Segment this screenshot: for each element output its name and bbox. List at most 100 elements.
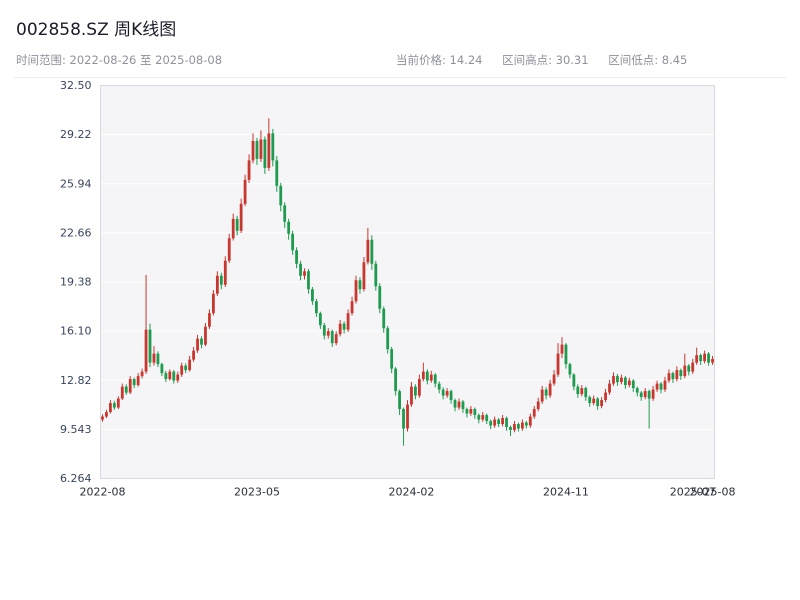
candle-body [235,218,239,231]
candle-body [433,374,437,384]
candle-body [671,373,675,380]
candle-body [497,419,501,425]
candle-body [188,359,192,371]
page-title: 002858.SZ 周K线图 [16,20,177,40]
candle-body [307,271,310,290]
candle-body [616,376,619,383]
candle-body [156,353,160,365]
candle-body [548,383,552,396]
candle-body [144,329,148,372]
candle-body [382,308,386,329]
candle-body [322,325,326,336]
price-stats: 当前价格: 14.24 区间高点: 30.31 区间低点: 8.45 [396,52,703,68]
candle-body [568,364,572,375]
y-tick-label: 9.543 [60,423,92,436]
candle-body [314,301,318,314]
candle-body [370,239,374,264]
candle-body [695,355,699,363]
candle-body [489,421,493,426]
x-tick-label: 2023-05 [234,486,280,499]
candle-body [524,422,528,426]
candle-body [287,221,291,234]
candle-body [105,412,108,417]
candle-body [255,140,259,159]
candle-body [330,331,334,344]
candle-body [691,362,695,372]
candle-body [437,383,441,390]
candle-body [223,260,227,285]
y-tick-label: 29.22 [60,128,92,141]
candle-body [326,331,330,336]
candle-body [528,416,532,426]
candle-body [564,344,568,365]
candle-body [445,391,449,396]
candle-body [501,418,504,425]
candle-body [465,409,469,414]
candle-body [655,383,659,390]
candle-body [109,403,112,413]
candle-body [461,401,465,410]
candle-body [406,404,409,429]
candle-body [243,179,247,204]
y-tick-label: 12.82 [60,374,92,387]
candle-body [378,286,382,309]
candle-body [643,391,647,398]
candle-body [398,391,401,410]
candle-body [429,374,433,381]
candle-body [116,398,120,408]
candle-body [239,203,243,231]
candle-body [584,388,588,398]
candle-body [204,326,207,345]
candle-body [572,374,576,387]
candle-body [576,386,580,395]
x-tick-label: 2022-08 [79,486,125,499]
candle-body [457,401,461,408]
candle-body [675,370,679,380]
candle-body [263,139,267,168]
candle-body [588,397,592,404]
y-tick-label: 6.264 [60,472,92,485]
plot-border [100,85,715,479]
candle-body [421,371,425,380]
candle-body [560,344,564,354]
candle-body [311,289,314,302]
candle-body [552,374,556,384]
candle-body [192,350,195,360]
candle-body [124,386,128,393]
candle-body [275,160,279,186]
candle-body [259,139,263,159]
candle-body [469,409,473,414]
y-tick-label: 22.66 [60,226,92,239]
x-tick-label: 2024-11 [543,486,589,499]
candle-body [592,398,596,404]
candle-body [354,280,358,302]
candle-body [608,383,611,393]
candle-body [699,355,703,362]
candle-body [247,160,251,180]
candle-body [612,376,615,384]
candle-body [683,365,687,377]
candle-body [172,371,176,381]
candle-body [509,427,512,431]
candle-body [386,328,390,350]
y-tick-label: 16.10 [60,325,92,338]
candle-body [639,392,643,398]
x-tick-label: 2024-02 [388,486,434,499]
candle-body [600,400,604,407]
candle-body [132,379,136,386]
candle-body [211,293,215,314]
candle-body [120,386,124,399]
candle-body [517,424,520,429]
candle-body [425,371,429,381]
chart-header: 002858.SZ 周K线图 时间范围: 2022-08-26 至 2025-0… [14,0,786,78]
candle-body [299,263,302,276]
candle-body [295,250,298,264]
candle-body [346,313,350,330]
candle-body [342,323,346,330]
candle-body [136,376,140,386]
candle-body [596,398,600,407]
candle-body [473,409,477,416]
candle-body [647,391,651,399]
candle-body [215,275,219,294]
candle-body [366,239,370,263]
